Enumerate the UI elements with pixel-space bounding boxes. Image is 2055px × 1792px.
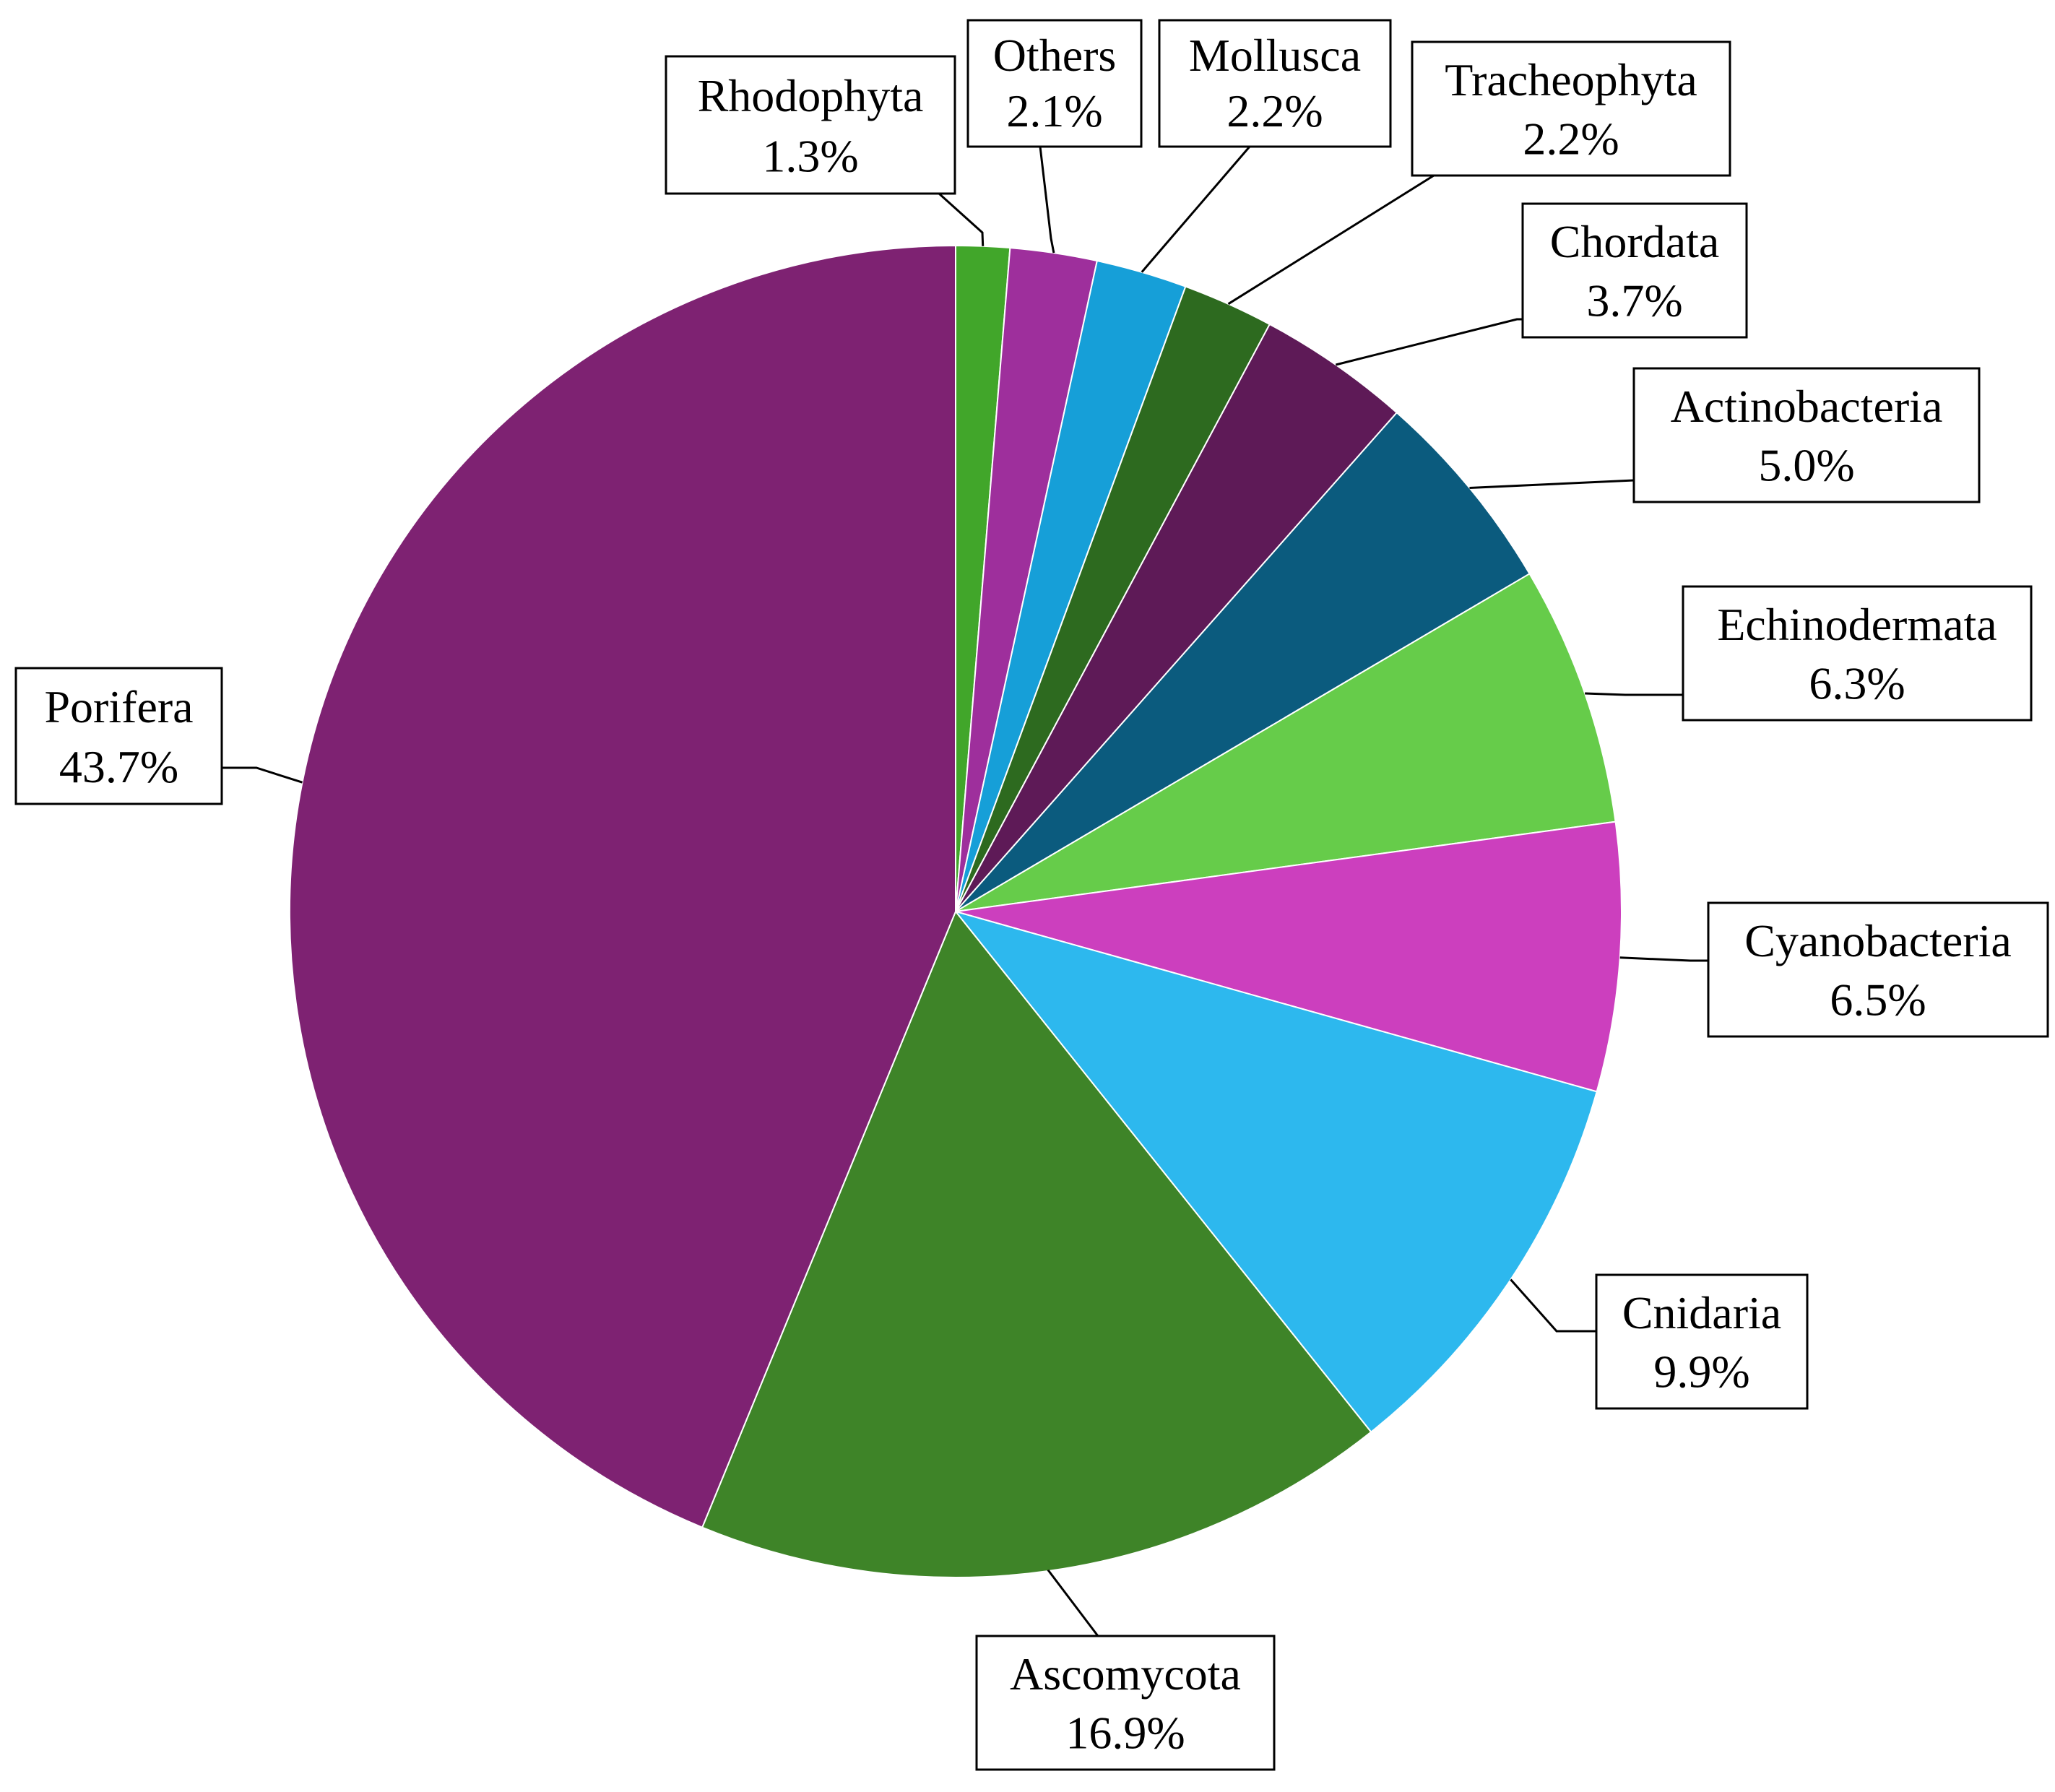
- leader-line-echinodermata: [1585, 692, 1683, 696]
- slice-label-name: Tracheophyta: [1445, 54, 1697, 105]
- label-actinobacteria: Actinobacteria 5.0%: [1632, 367, 1981, 503]
- slice-label-name: Actinobacteria: [1671, 381, 1943, 432]
- label-box: [1707, 901, 2049, 1038]
- label-box: [975, 1635, 1276, 1771]
- label-echinodermata: Echinodermata 6.3%: [1682, 585, 2033, 722]
- slice-label-value: 16.9%: [1065, 1707, 1185, 1758]
- leader-line-cyanobacteria: [1619, 956, 1708, 962]
- label-ascomycota: Ascomycota 16.9%: [975, 1635, 1276, 1771]
- slice-label-name: Porifera: [44, 681, 193, 732]
- leader-line-mollusca: [1141, 146, 1251, 273]
- label-box: [1682, 585, 2033, 722]
- slice-label-value: 43.7%: [59, 741, 178, 792]
- label-box: [14, 667, 223, 805]
- label-cnidaria: Cnidaria 9.9%: [1595, 1273, 1809, 1410]
- slice-label-value: 3.7%: [1586, 274, 1682, 326]
- label-box: [665, 55, 956, 195]
- leader-line-rhodophyta: [938, 192, 985, 246]
- slice-label-value: 5.0%: [1758, 439, 1854, 490]
- label-box: [1595, 1273, 1809, 1410]
- slice-label-value: 6.3%: [1809, 657, 1905, 709]
- slice-label-name: Chordata: [1550, 216, 1720, 267]
- label-cyanobacteria: Cyanobacteria 6.5%: [1707, 901, 2049, 1038]
- leader-line-actinobacteria: [1469, 479, 1635, 490]
- label-chordata: Chordata 3.7%: [1521, 202, 1748, 339]
- leader-line-others: [1039, 146, 1055, 254]
- pie-slice-cyanobacteria: [955, 821, 1623, 1093]
- slice-label-value: 1.3%: [762, 131, 858, 182]
- slice-label-name: Rhodophyta: [698, 70, 924, 121]
- pie-slice-cnidaria: [953, 910, 1598, 1433]
- pie-slice-echinodermata: [955, 572, 1617, 912]
- pie-slice-chordata: [955, 323, 1398, 912]
- slice-label-name: Ascomycota: [1010, 1648, 1241, 1700]
- slice-label-name: Mollusca: [1189, 30, 1361, 81]
- label-box: [1158, 19, 1392, 148]
- slice-labels: Rhodophyta1.3%Others2.1%Mollusca2.2%Trac…: [14, 19, 2049, 1771]
- pie-slice-porifera: [289, 244, 956, 1528]
- slice-label-name: Cyanobacteria: [1744, 915, 2012, 966]
- leader-line-ascomycota: [1047, 1570, 1099, 1637]
- leader-line-porifera: [222, 766, 303, 784]
- label-box: [966, 19, 1143, 148]
- slice-label-value: 2.1%: [1006, 85, 1102, 137]
- slice-label-value: 2.2%: [1523, 113, 1619, 164]
- label-box: [1632, 367, 1981, 503]
- slice-label-value: 2.2%: [1226, 85, 1323, 137]
- pie-slices: [289, 244, 1623, 1578]
- label-tracheophyta: Tracheophyta 2.2%: [1411, 40, 1731, 177]
- label-rhodophyta: Rhodophyta 1.3%: [665, 55, 956, 195]
- slice-label-name: Cnidaria: [1622, 1287, 1781, 1338]
- leader-line-cnidaria: [1510, 1278, 1596, 1333]
- leader-line-chordata: [1335, 318, 1524, 366]
- label-porifera: Porifera 43.7%: [14, 667, 223, 805]
- slice-label-value: 6.5%: [1830, 974, 1926, 1025]
- slice-label-name: Echinodermata: [1717, 599, 1996, 650]
- slice-label-value: 9.9%: [1653, 1346, 1749, 1397]
- label-box: [1411, 40, 1731, 177]
- label-box: [1521, 202, 1748, 339]
- leader-line-tracheophyta: [1227, 174, 1445, 306]
- slice-label-name: Others: [993, 30, 1117, 81]
